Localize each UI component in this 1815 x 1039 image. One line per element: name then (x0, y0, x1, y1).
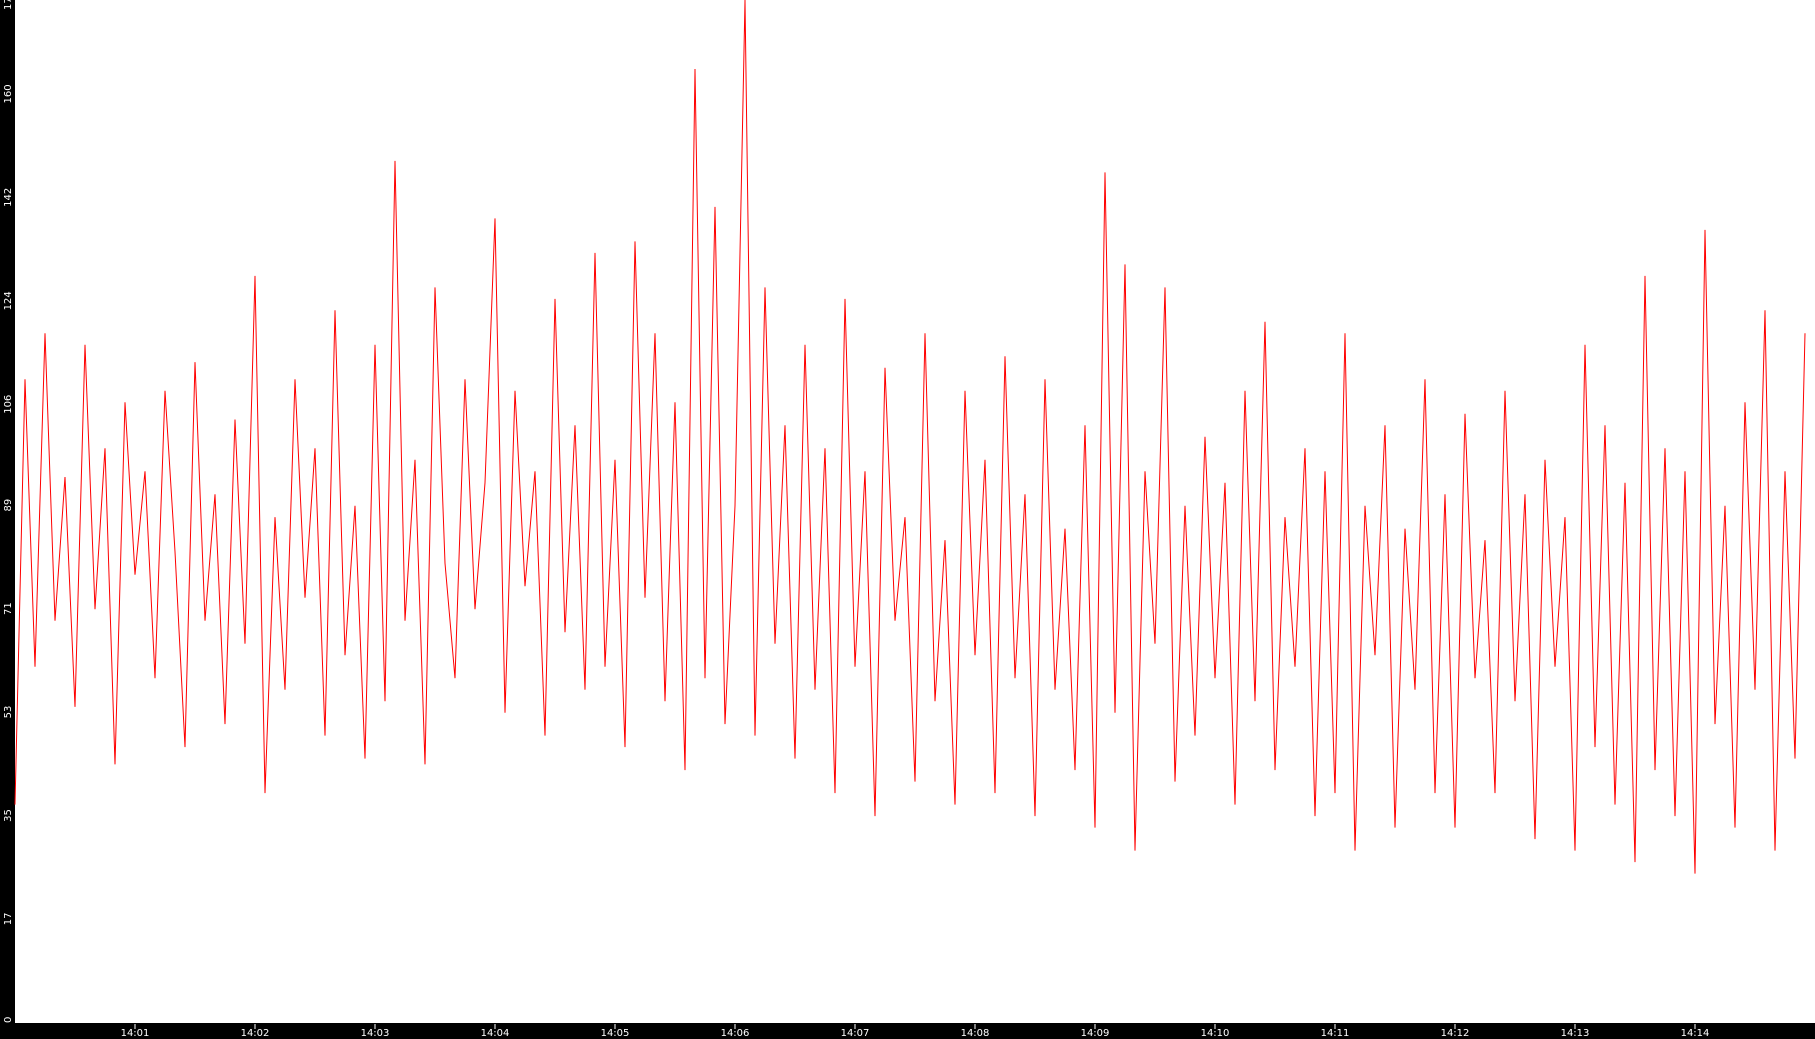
y-tick-label: 106 (3, 395, 14, 414)
y-tick-label: 160 (3, 84, 14, 103)
y-tick-label: 53 (3, 706, 14, 719)
y-tick-label: 0 (3, 1017, 14, 1023)
y-tick-label: 124 (3, 291, 14, 310)
x-tick-label: 14:11 (1321, 1028, 1350, 1039)
y-tick-label: 35 (3, 809, 14, 822)
x-axis: 14:01 14:02 14:03 14:04 14:05 14:06 14:07 14:08… (121, 1024, 1710, 1039)
y-tick-label: 71 (3, 602, 14, 615)
x-tick-label: 14:09 (1081, 1028, 1110, 1039)
y-tick-label: 89 (3, 499, 14, 512)
x-tick-label: 14:03 (361, 1028, 390, 1039)
y-tick-label: 142 (3, 188, 14, 207)
y-tick-label: 17 (3, 913, 14, 926)
series-line (14, 0, 1806, 874)
x-tick-label: 14:14 (1681, 1028, 1710, 1039)
x-tick-label: 14:12 (1441, 1028, 1470, 1039)
x-tick-label: 14:05 (601, 1028, 630, 1039)
x-tick-label: 14:10 (1201, 1028, 1230, 1039)
x-tick-label: 14:06 (721, 1028, 750, 1039)
y-tick-label: 178 (3, 0, 14, 10)
x-tick-label: 14:08 (961, 1028, 990, 1039)
x-tick-label: 14:01 (121, 1028, 150, 1039)
x-tick-label: 14:13 (1561, 1028, 1590, 1039)
y-axis: 0 17 35 53 71 89 106 124 142 160 178 (3, 0, 14, 1023)
x-tick-label: 14:02 (241, 1028, 270, 1039)
x-tick-label: 14:04 (481, 1028, 510, 1039)
x-tick-label: 14:07 (841, 1028, 870, 1039)
plot-area (15, 0, 1815, 1023)
